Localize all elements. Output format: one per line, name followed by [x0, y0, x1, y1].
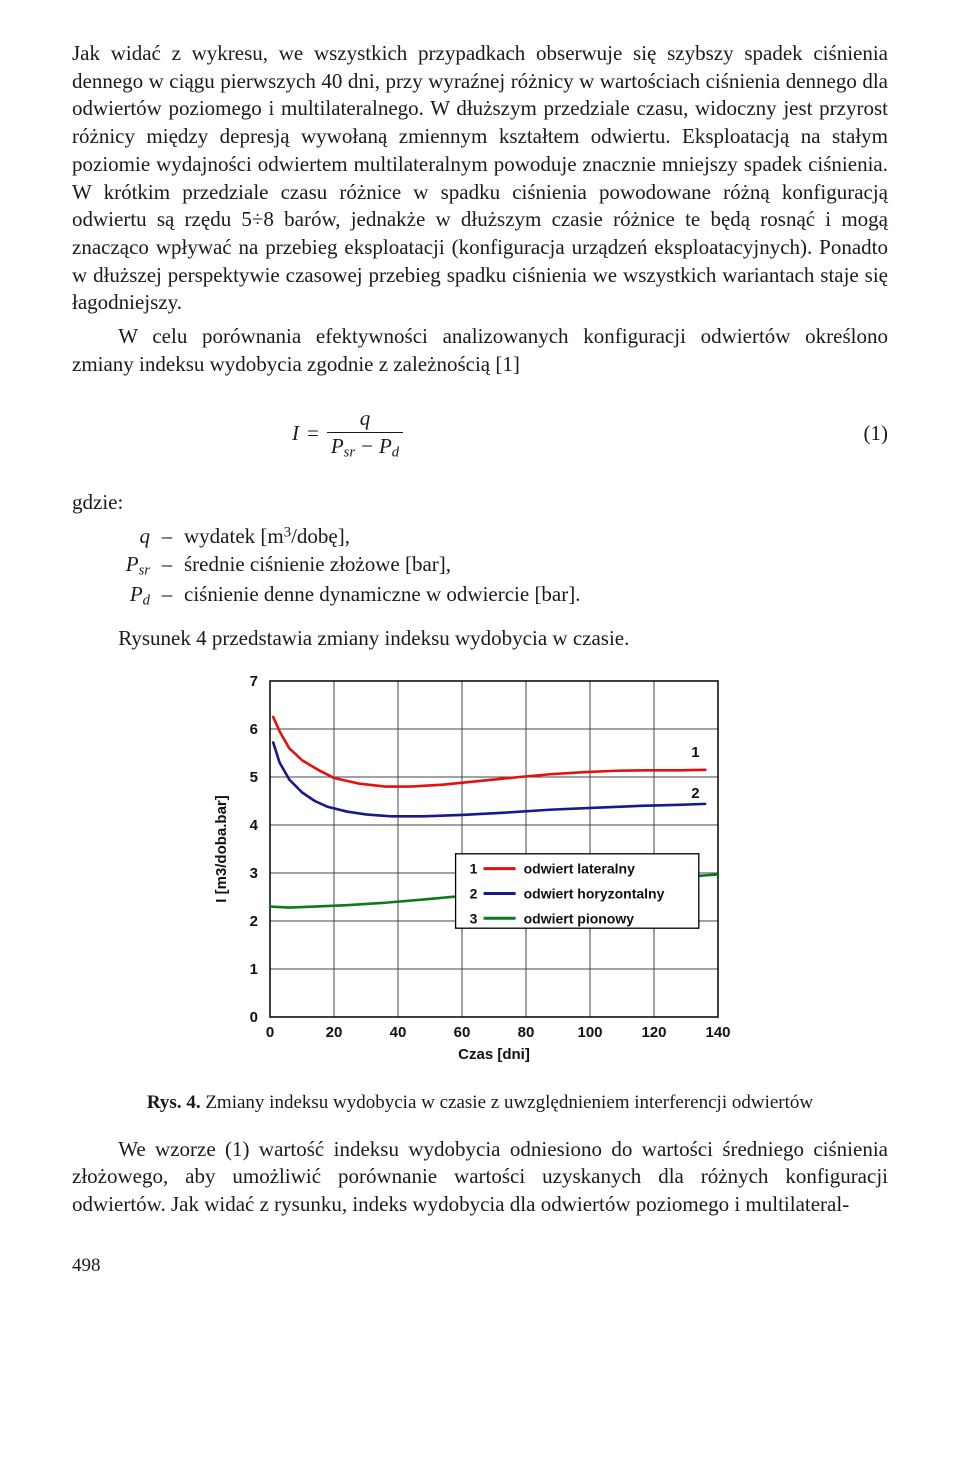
- figure-4-caption: Rys. 4. Zmiany indeksu wydobycia w czasi…: [72, 1090, 888, 1115]
- svg-text:odwiert pionowy: odwiert pionowy: [524, 910, 635, 926]
- chart-index-vs-time: 0 20 40 60 80 100 120 140 0 1 2 3 4 5 6 7 Czas [dni] I [m…: [200, 667, 760, 1075]
- svg-text:1: 1: [250, 961, 258, 978]
- def-text: ciśnienie denne dynamiczne w odwiercie […: [184, 581, 888, 611]
- def-text: wydatek [m3/dobę],: [184, 523, 888, 551]
- svg-text:3: 3: [250, 865, 258, 882]
- svg-text:120: 120: [641, 1024, 666, 1041]
- def-symbol: Pd: [72, 581, 150, 611]
- svg-text:80: 80: [518, 1024, 535, 1041]
- svg-text:20: 20: [326, 1024, 343, 1041]
- svg-text:2: 2: [470, 885, 478, 901]
- eq-denominator: Psr−Pd: [327, 432, 403, 463]
- eq-den-b: P: [379, 434, 392, 458]
- svg-text:I [m3/doba.bar]: I [m3/doba.bar]: [213, 795, 230, 903]
- def-text: średnie ciśnienie złożowe [bar],: [184, 551, 888, 581]
- equation-1: I = q Psr−Pd (1): [72, 405, 888, 464]
- gdzie-label: gdzie:: [72, 489, 888, 517]
- svg-text:5: 5: [250, 769, 258, 786]
- eq-den-a-sub: sr: [344, 445, 355, 461]
- svg-text:3: 3: [470, 910, 478, 926]
- svg-text:0: 0: [266, 1024, 274, 1041]
- svg-text:60: 60: [454, 1024, 471, 1041]
- svg-text:odwiert lateralny: odwiert lateralny: [524, 860, 635, 876]
- eq-numerator: q: [356, 405, 375, 433]
- caption-label: Rys. 4.: [147, 1092, 201, 1113]
- eq-den-b-sub: d: [392, 445, 399, 461]
- svg-text:1: 1: [470, 860, 478, 876]
- def-symbol: Psr: [72, 551, 150, 581]
- definitions-list: q–wydatek [m3/dobę],Psr–średnie ciśnieni…: [72, 523, 888, 611]
- svg-text:40: 40: [390, 1024, 407, 1041]
- svg-text:7: 7: [250, 673, 258, 690]
- svg-text:0: 0: [250, 1009, 258, 1026]
- equation-number: (1): [864, 420, 889, 448]
- paragraph-4: We wzorze (1) wartość indeksu wydobycia …: [72, 1136, 888, 1219]
- paragraph-2: W celu porównania efektywności analizowa…: [72, 323, 888, 378]
- svg-text:Czas [dni]: Czas [dni]: [458, 1046, 530, 1063]
- figure-4: 0 20 40 60 80 100 120 140 0 1 2 3 4 5 6 7 Czas [dni] I [m…: [72, 667, 888, 1075]
- paragraph-3: Rysunek 4 przedstawia zmiany indeksu wyd…: [72, 625, 888, 653]
- paragraph-1: Jak widać z wykresu, we wszystkich przyp…: [72, 40, 888, 317]
- def-dash: –: [150, 581, 184, 611]
- def-dash: –: [150, 551, 184, 581]
- svg-text:4: 4: [250, 817, 259, 834]
- svg-text:odwiert horyzontalny: odwiert horyzontalny: [524, 885, 665, 901]
- eq-lhs: I: [292, 420, 299, 448]
- page-number: 498: [72, 1253, 888, 1278]
- eq-den-a: P: [331, 434, 344, 458]
- eq-fraction: q Psr−Pd: [327, 405, 403, 464]
- svg-text:100: 100: [577, 1024, 602, 1041]
- svg-text:1: 1: [691, 744, 699, 761]
- svg-text:6: 6: [250, 721, 258, 738]
- svg-text:2: 2: [250, 913, 258, 930]
- def-symbol: q: [72, 523, 150, 551]
- svg-text:2: 2: [691, 785, 699, 802]
- caption-text: Zmiany indeksu wydobycia w czasie z uwzg…: [201, 1092, 814, 1113]
- svg-text:140: 140: [705, 1024, 730, 1041]
- def-dash: –: [150, 523, 184, 551]
